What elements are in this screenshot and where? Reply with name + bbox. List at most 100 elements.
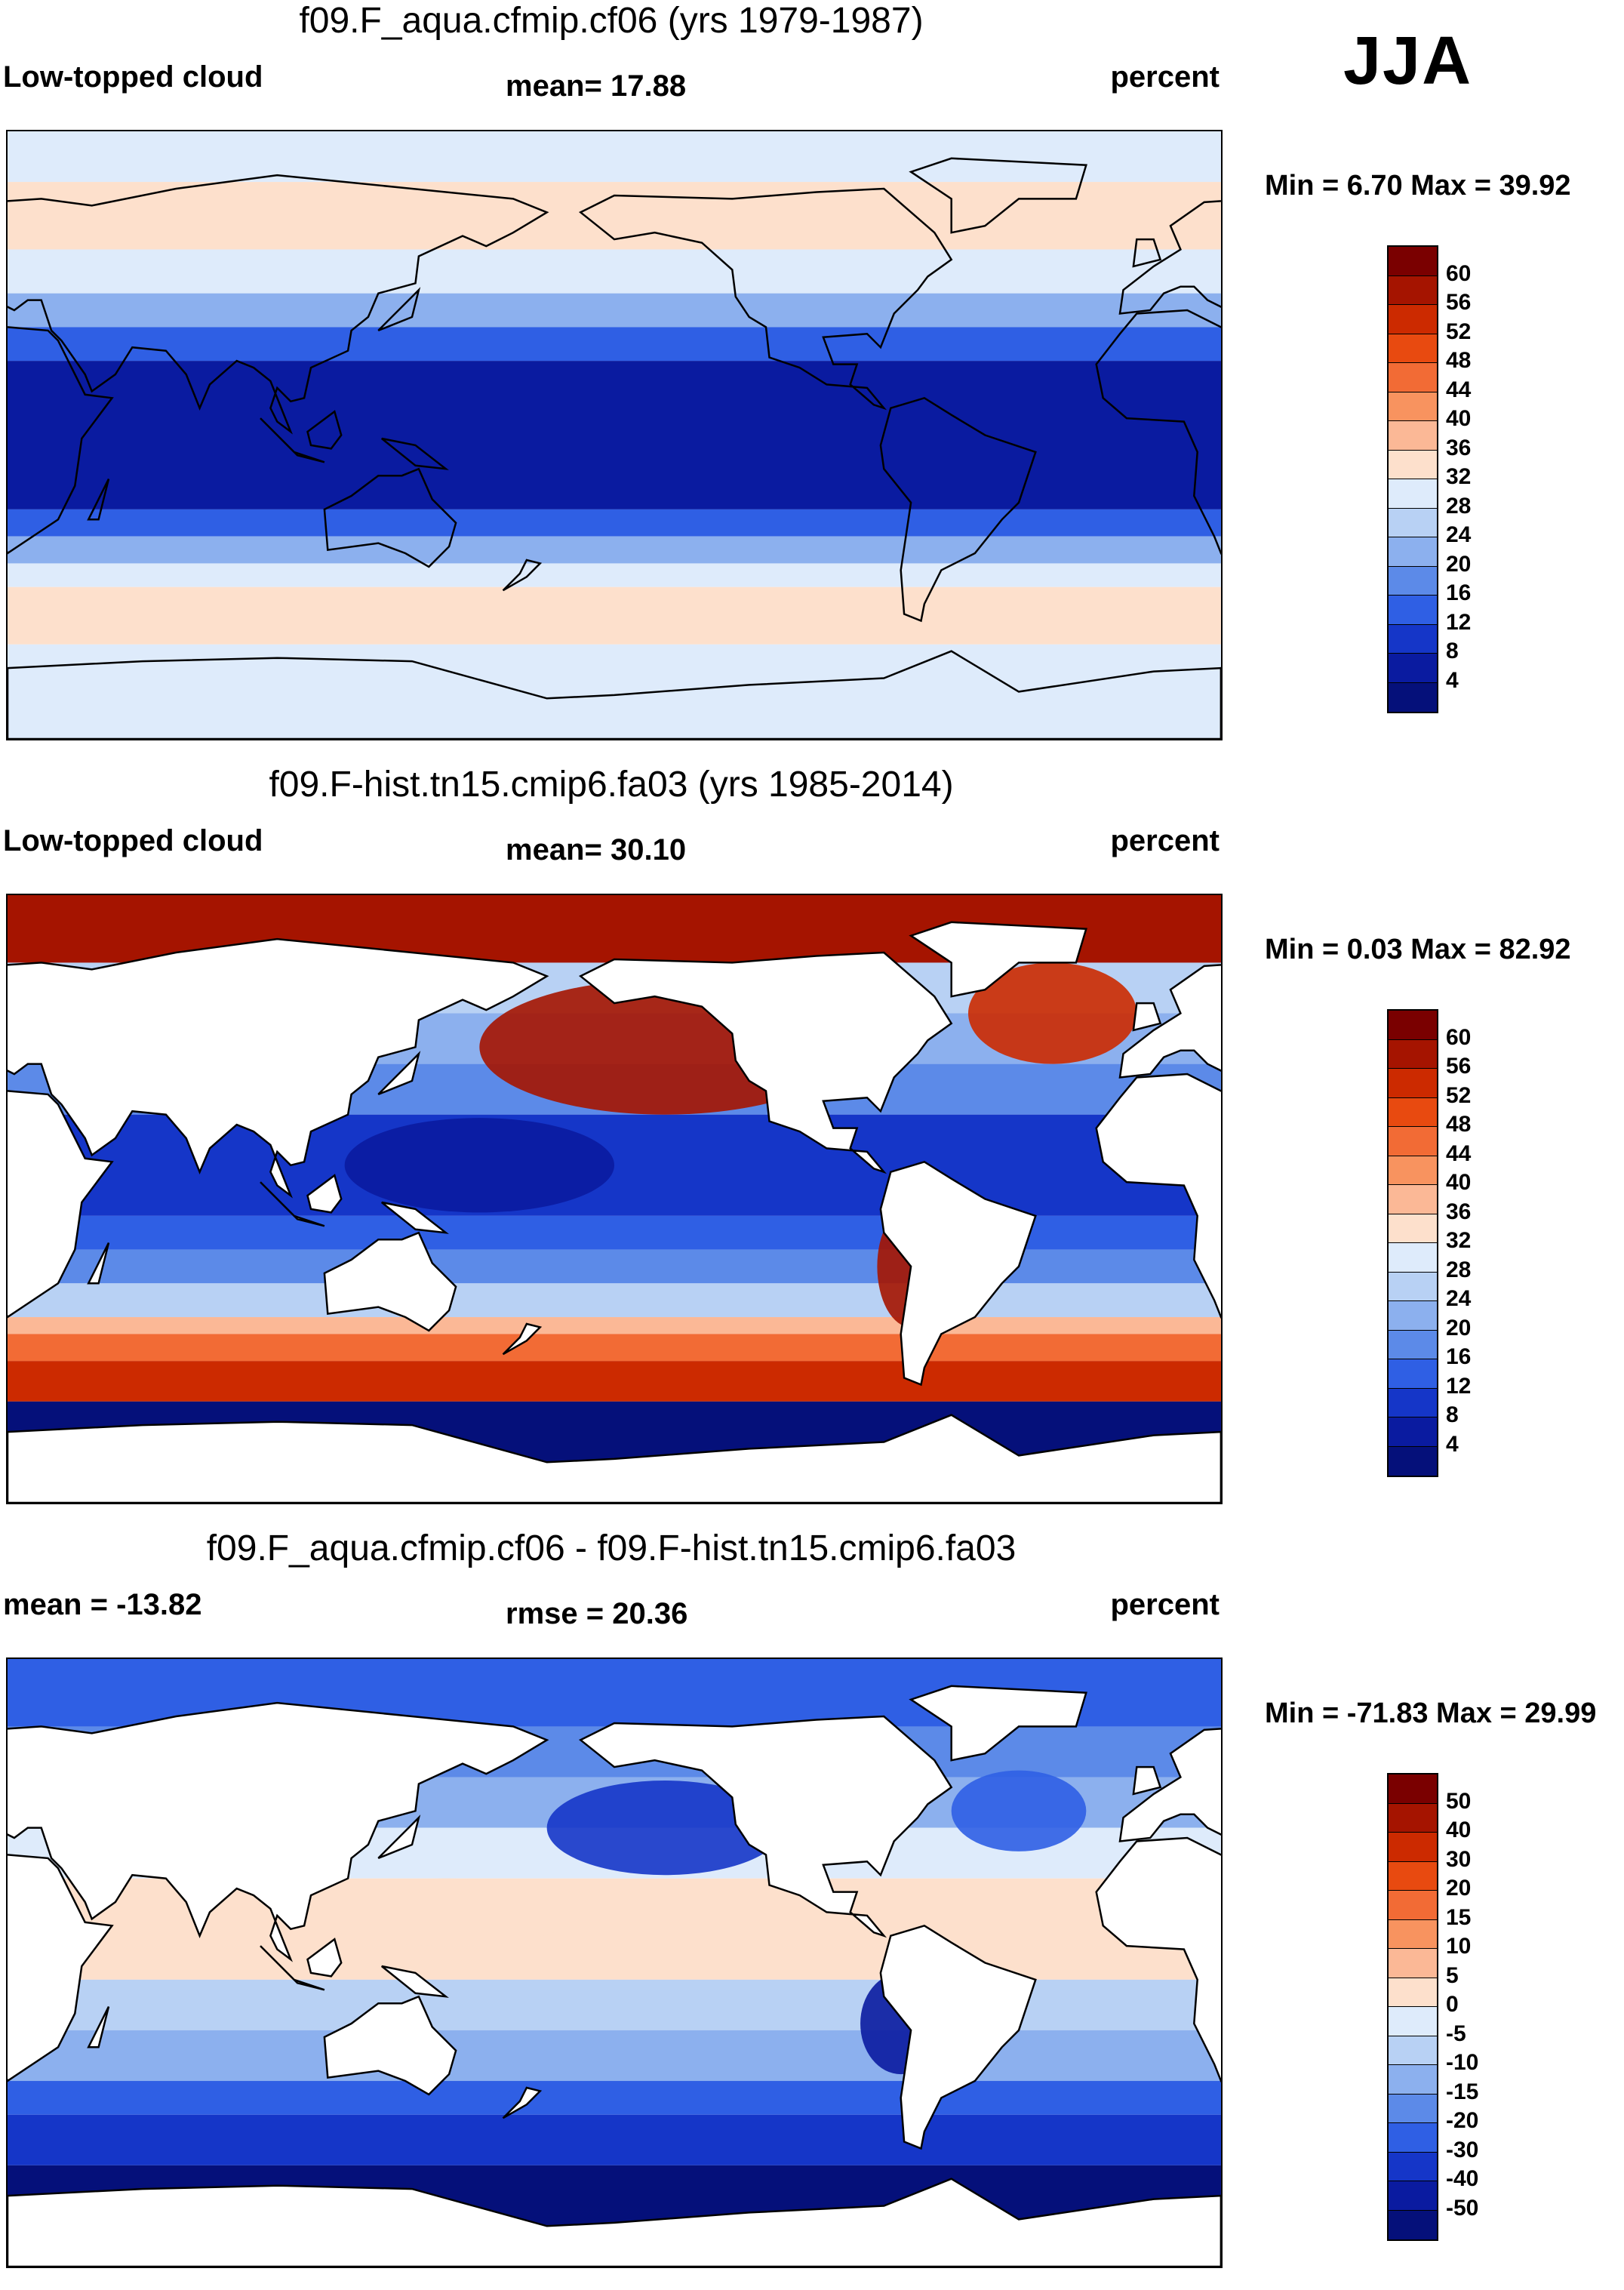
coastline — [1095, 309, 1221, 555]
field-band — [8, 249, 1221, 294]
coastline — [1132, 1002, 1162, 1032]
colorbar-swatch — [1389, 363, 1437, 392]
units-label: percent — [1110, 60, 1220, 94]
min-max-label: Min = 6.70 Max = 39.92 — [1265, 170, 1571, 202]
coastline — [381, 437, 449, 470]
colorbar-tick-label: 0 — [1446, 1992, 1459, 2017]
coastline — [8, 1090, 114, 1319]
colorbar-tick-label: 60 — [1446, 1024, 1472, 1050]
colorbar-swatch — [1389, 1978, 1437, 2007]
coastline — [909, 157, 1087, 234]
colorbar-swatch — [1389, 2036, 1437, 2065]
field-band — [8, 1979, 1221, 2030]
colorbar-swatch — [1389, 1833, 1437, 1862]
panel-hist-model: f09.F-hist.tn15.cmip6.fa03 (yrs 1985-201… — [0, 764, 1624, 1526]
colorbar-swatch — [1389, 1272, 1437, 1301]
coastline — [578, 1715, 953, 1938]
colorbar-swatch — [1389, 1127, 1437, 1156]
colorbar-tick-label: -10 — [1446, 2050, 1479, 2075]
colorbar-tick-label: -40 — [1446, 2166, 1479, 2191]
colorbar-tick-label: 32 — [1446, 1228, 1472, 1253]
coastline — [1132, 238, 1162, 268]
coastline — [306, 410, 343, 450]
coastline — [879, 1924, 1037, 2150]
colorbar-swatch — [1389, 624, 1437, 654]
coastline — [578, 187, 953, 411]
field-anomaly — [951, 1770, 1087, 1851]
map-aqua — [6, 130, 1223, 740]
colorbar-tick-label: 12 — [1446, 1373, 1472, 1399]
coastline — [87, 1242, 110, 1285]
colorbar-swatch — [1389, 275, 1437, 305]
coastline — [909, 921, 1087, 998]
coastline — [1095, 1836, 1221, 2082]
colorbar-tick-label: 36 — [1446, 435, 1472, 460]
colorbar-swatch — [1389, 2065, 1437, 2095]
colorbar-swatch — [1389, 2210, 1437, 2239]
coastline — [879, 1160, 1037, 1387]
coastline — [306, 1938, 343, 1978]
field-anomaly — [546, 1781, 783, 1876]
field-anomaly — [344, 1118, 614, 1213]
colorbar-swatch — [1389, 421, 1437, 451]
field-band — [8, 644, 1221, 739]
coastline — [8, 1414, 1221, 1503]
colorbar-swatch — [1389, 2181, 1437, 2211]
field-band — [8, 563, 1221, 587]
panel-aqua-model: f09.F_aqua.cfmip.cf06 (yrs 1979-1987) Lo… — [0, 0, 1624, 762]
colorbar-swatch — [1389, 334, 1437, 363]
colorbar-tick-label: 40 — [1446, 406, 1472, 431]
min-max-label: Min = -71.83 Max = 29.99 — [1265, 1697, 1597, 1729]
coastline — [1118, 1728, 1221, 1842]
colorbar-tick-label: 12 — [1446, 609, 1472, 635]
coastline — [87, 479, 110, 521]
coastline — [8, 1701, 549, 1962]
colorbar — [1387, 1009, 1438, 1477]
field-band — [8, 1334, 1221, 1362]
field-anomaly — [968, 962, 1137, 1064]
variable-label: Low-topped cloud — [3, 824, 263, 857]
colorbar-swatch — [1389, 1359, 1437, 1389]
units-label: percent — [1110, 1588, 1220, 1621]
colorbar-swatch — [1389, 1388, 1437, 1417]
field-band — [8, 1283, 1221, 1318]
field-anomaly — [311, 1878, 581, 1947]
colorbar-tick-label: 48 — [1446, 348, 1472, 373]
colorbar-tick-label: 20 — [1446, 551, 1472, 577]
panel-title: f09.F_aqua.cfmip.cf06 - f09.F-hist.tn15.… — [206, 1528, 1017, 1568]
field-band — [8, 327, 1221, 362]
panel-title: f09.F-hist.tn15.cmip6.fa03 (yrs 1985-201… — [269, 765, 954, 805]
colorbar-swatch — [1389, 2094, 1437, 2123]
colorbar-tick-label: 60 — [1446, 260, 1472, 286]
colorbar-tick-label: -15 — [1446, 2079, 1479, 2104]
field-band — [8, 131, 1221, 183]
coastline — [879, 396, 1037, 623]
colorbar-swatch — [1389, 1803, 1437, 1833]
coastline — [502, 559, 543, 592]
colorbar-swatch — [1389, 1919, 1437, 1949]
colorbar-tick-label: 52 — [1446, 1082, 1472, 1108]
coastline — [377, 287, 421, 332]
colorbar-tick-label: 44 — [1446, 1140, 1472, 1166]
variable-label: Low-topped cloud — [3, 60, 263, 94]
colorbar-tick-label: -5 — [1446, 2021, 1466, 2046]
coastline — [8, 326, 114, 555]
field-band — [8, 2114, 1221, 2165]
field-band — [8, 536, 1221, 564]
coastline — [260, 1181, 325, 1227]
colorbar-swatch — [1389, 2007, 1437, 2036]
min-max-label: Min = 0.03 Max = 82.92 — [1265, 934, 1571, 965]
colorbar-tick-label: 8 — [1446, 1402, 1459, 1427]
map-canvas — [8, 1659, 1221, 2267]
colorbar-tick-label: 16 — [1446, 580, 1472, 605]
colorbar-tick-label: 56 — [1446, 1054, 1472, 1079]
colorbar-swatch — [1389, 1185, 1437, 1214]
coastline — [8, 174, 549, 435]
colorbar-tick-label: -50 — [1446, 2195, 1479, 2221]
coastline — [8, 937, 549, 1199]
colorbar-swatch — [1389, 1011, 1437, 1040]
colorbar-tick-label: 24 — [1446, 522, 1472, 547]
season-label: JJA — [1343, 23, 1473, 99]
panel-difference: f09.F_aqua.cfmip.cf06 - f09.F-hist.tn15.… — [0, 1528, 1624, 2290]
colorbar-tick-label: 16 — [1446, 1344, 1472, 1369]
